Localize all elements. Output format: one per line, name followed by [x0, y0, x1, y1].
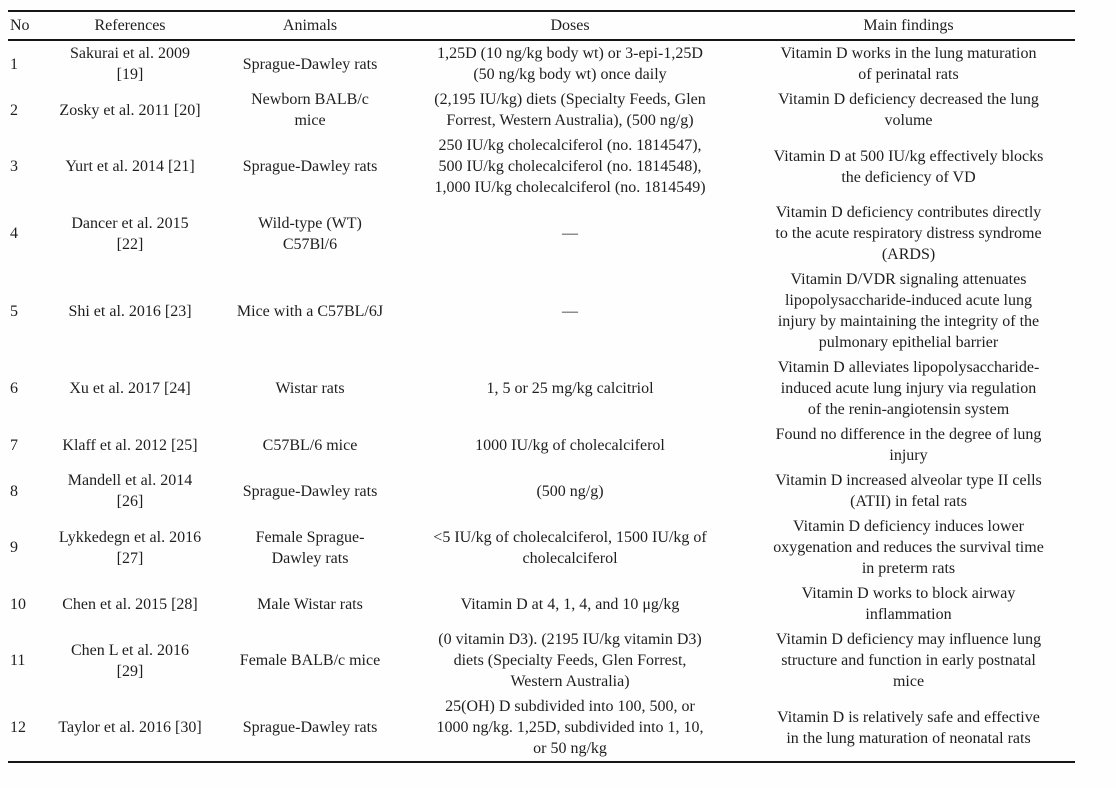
cell-animals: Sprague-Dawley rats — [242, 158, 378, 175]
table-row: 7 Klaff et al. 2012 [25] C57BL/6 mice 1000 … — [8, 422, 1075, 468]
table-row: 9 Lykkedegn et al. 2016 [27] Female Spragu… — [8, 514, 1075, 581]
cell-doses: 1, 5 or 25 mg/kg calcitriol — [486, 380, 654, 397]
cell-doses: 1,25D (10 ng/kg body wt) or 3-epi-1,25D … — [437, 45, 703, 83]
cell-findings: Vitamin D increased alveolar type II cel… — [775, 472, 1042, 510]
cell-doses: (0 vitamin D3). (2195 IU/kg vitamin D3) … — [438, 631, 702, 690]
column-header-references: References — [38, 11, 222, 41]
cell-references: Yurt et al. 2014 [21] — [65, 158, 195, 175]
cell-doses: 250 IU/kg cholecalciferol (no. 1814547),… — [434, 137, 706, 196]
cell-doses: — — [562, 302, 578, 320]
cell-doses: Vitamin D at 4, 1, 4, and 10 μg/kg — [460, 595, 680, 613]
table-row: 5 Shi et al. 2016 [23] Mice with a C57BL/6… — [8, 267, 1075, 355]
cell-no: 12 — [10, 719, 26, 736]
cell-references: Chen et al. 2015 [28] — [62, 595, 198, 613]
cell-animals: Sprague-Dawley rats — [242, 55, 378, 73]
cell-doses: (2,195 IU/kg) diets (Specialty Feeds, Gl… — [434, 91, 706, 129]
cell-animals: C57BL/6 mice — [262, 436, 358, 454]
column-header-main-findings: Main findings — [742, 11, 1075, 41]
table-body: 1 Sakurai et al. 2009 [19] Sprague-Dawley … — [8, 40, 1075, 762]
cell-references: Klaff et al. 2012 [25] — [62, 436, 198, 454]
table-row: 6 Xu et al. 2017 [24] Wistar rats 1, 5 or 2… — [8, 355, 1075, 422]
cell-findings: Vitamin D is relatively safe and effecti… — [777, 708, 1040, 747]
cell-findings: Vitamin D/VDR signaling attenuates lipop… — [777, 271, 1040, 351]
cell-findings: Vitamin D deficiency induces lower oxyge… — [773, 518, 1044, 577]
cell-references: Sakurai et al. 2009 [19] — [70, 45, 190, 83]
cell-no: 6 — [10, 380, 18, 397]
cell-no: 9 — [10, 539, 18, 556]
cell-findings: Vitamin D works in the lung maturation o… — [780, 45, 1037, 83]
cell-animals: Sprague-Dawley rats — [242, 482, 378, 500]
cell-references: Zosky et al. 2011 [20] — [59, 101, 201, 119]
table-row: 1 Sakurai et al. 2009 [19] Sprague-Dawley … — [8, 40, 1075, 87]
cell-findings: Vitamin D deficiency may influence lung … — [775, 631, 1042, 690]
cell-references: Lykkedegn et al. 2016 [27] — [58, 528, 202, 567]
cell-doses: — — [562, 225, 578, 242]
cell-no: 4 — [10, 225, 18, 242]
cell-references: Xu et al. 2017 [24] — [69, 380, 191, 397]
cell-doses: 25(OH) D subdivided into 100, 500, or 10… — [436, 698, 704, 757]
cell-animals: Wistar rats — [275, 380, 345, 397]
cell-findings: Found no difference in the degree of lun… — [775, 426, 1042, 464]
cell-findings: Vitamin D deficiency contributes directl… — [775, 204, 1042, 263]
cell-references: Mandell et al. 2014 [26] — [67, 472, 193, 510]
table-row: 4 Dancer et al. 2015 [22] Wild-type (WT) C… — [8, 200, 1075, 267]
table-row: 12 Taylor et al. 2016 [30] Sprague-Dawley … — [8, 694, 1075, 762]
cell-no: 7 — [10, 436, 18, 454]
cell-doses: (500 ng/g) — [536, 482, 604, 500]
cell-findings: Vitamin D works to block airway inflamma… — [801, 585, 1016, 623]
table-row: 8 Mandell et al. 2014 [26] Sprague-Dawley … — [8, 468, 1075, 514]
cell-animals: Mice with a C57BL/6J — [236, 302, 384, 320]
cell-references: Shi et al. 2016 [23] — [68, 302, 192, 320]
cell-animals: Female Sprague- Dawley rats — [255, 528, 365, 567]
column-header-doses: Doses — [398, 11, 742, 41]
table-row: 10 Chen et al. 2015 [28] Male Wistar rats V… — [8, 581, 1075, 627]
cell-no: 8 — [10, 482, 18, 500]
cell-no: 5 — [10, 302, 18, 320]
cell-findings: Vitamin D deficiency decreased the lung … — [778, 91, 1039, 129]
cell-findings: Vitamin D at 500 IU/kg effectively block… — [773, 147, 1044, 186]
cell-references: Taylor et al. 2016 [30] — [58, 719, 202, 736]
cell-animals: Newborn BALB/c mice — [251, 91, 369, 129]
cell-no: 11 — [10, 652, 26, 669]
table-row: 2 Zosky et al. 2011 [20] Newborn BALB/c mi… — [8, 87, 1075, 133]
cell-no: 2 — [10, 101, 18, 119]
table-row: 11 Chen L et al. 2016 [29] Female BALB/c m… — [8, 627, 1075, 694]
cell-animals: Female BALB/c mice — [239, 652, 381, 669]
cell-animals: Sprague-Dawley rats — [242, 719, 378, 736]
cell-no: 1 — [10, 55, 18, 73]
cell-doses: <5 IU/kg of cholecalciferol, 1500 IU/kg … — [433, 528, 707, 567]
table-row: 3 Yurt et al. 2014 [21] Sprague-Dawley rat… — [8, 133, 1075, 200]
cell-no: 3 — [10, 158, 18, 175]
cell-doses: 1000 IU/kg of cholecalciferol — [475, 436, 665, 454]
cell-references: Dancer et al. 2015 [22] — [71, 214, 189, 253]
cell-animals: Male Wistar rats — [257, 595, 363, 613]
studies-table: No References Animals Doses Main finding… — [8, 10, 1075, 763]
column-header-no: No — [8, 11, 38, 41]
header-row: No References Animals Doses Main finding… — [8, 11, 1075, 41]
cell-no: 10 — [10, 595, 26, 613]
column-header-animals: Animals — [222, 11, 398, 41]
cell-findings: Vitamin D alleviates lipopolysaccharide-… — [777, 359, 1040, 418]
cell-references: Chen L et al. 2016 [29] — [70, 641, 190, 680]
cell-animals: Wild-type (WT) C57Bl/6 — [258, 214, 362, 253]
